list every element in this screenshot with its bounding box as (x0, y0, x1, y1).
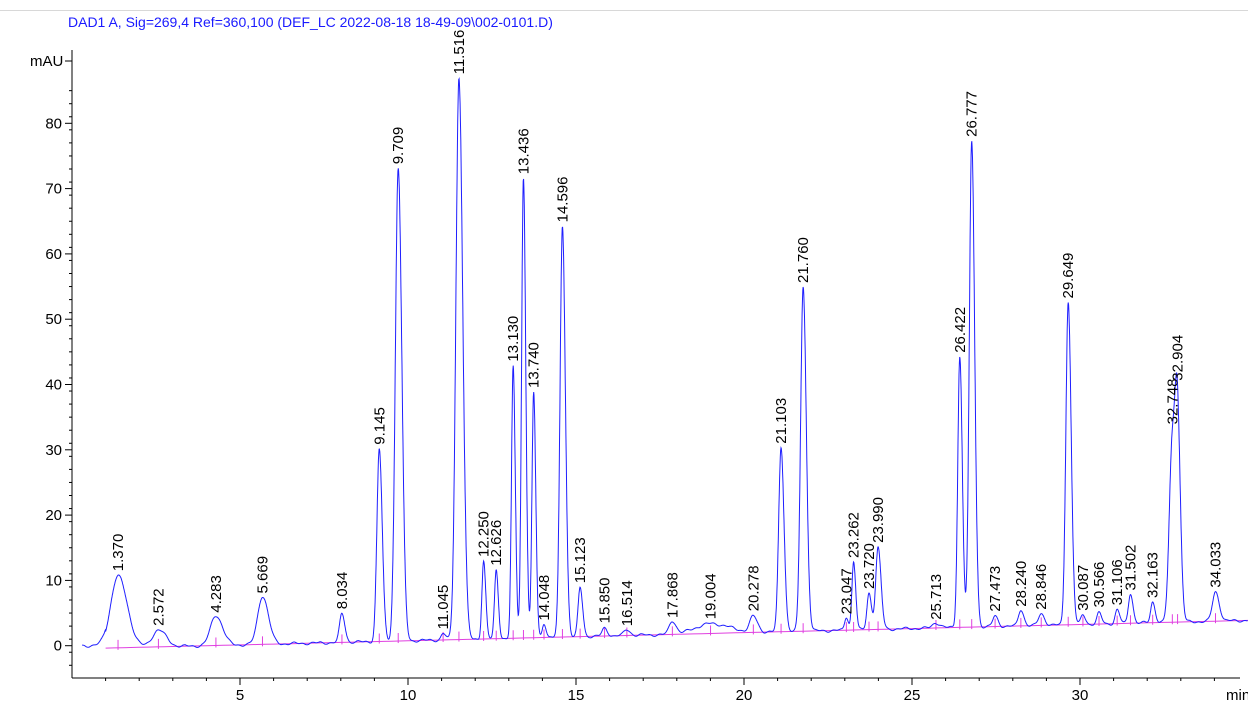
traces-group (82, 76, 1248, 650)
peak-labels-group: 1.370 2.572 4.283 5.669 8.034 9.145 9.709 11.04… (110, 30, 1225, 630)
peak-label: 16.514 (619, 580, 636, 626)
peak-label: 31.106 (1109, 559, 1126, 605)
y-tick-label: 10 (45, 572, 62, 589)
x-tick-label: 5 (236, 687, 244, 704)
peak-label: 15.850 (597, 578, 614, 624)
peak-label: 23.720 (861, 543, 878, 589)
signal-trace (82, 76, 1248, 649)
peak-label: 9.145 (371, 407, 388, 445)
x-axis-label: min (1226, 687, 1248, 704)
peak-label: 23.990 (870, 497, 887, 543)
peak-label: 2.572 (150, 588, 167, 626)
x-tick-label: 25 (904, 687, 921, 704)
peak-label: 23.262 (846, 512, 863, 558)
peak-label: 12.250 (476, 511, 493, 557)
x-tick-label: 10 (400, 687, 417, 704)
y-tick-label: 20 (45, 507, 62, 524)
peak-label: 20.278 (745, 565, 762, 611)
y-tick-label: 60 (45, 246, 62, 263)
peak-label: 9.709 (390, 127, 407, 165)
peak-label: 1.370 (110, 534, 127, 572)
peak-label: 28.240 (1013, 561, 1030, 607)
peak-label: 15.123 (572, 537, 589, 583)
peak-label: 30.087 (1075, 565, 1092, 611)
chart-title: DAD1 A, Sig=269,4 Ref=360,100 (DEF_LC 20… (68, 14, 553, 30)
top-divider (0, 10, 1248, 11)
peak-label: 12.626 (488, 520, 505, 566)
peak-label: 11.045 (435, 585, 452, 630)
peak-label: 14.596 (554, 177, 571, 223)
peak-label: 26.422 (952, 307, 969, 353)
y-axis-label: mAU (30, 53, 63, 70)
peak-label: 21.760 (795, 237, 812, 283)
peak-label: 31.502 (1123, 545, 1140, 591)
peak-label: 34.033 (1208, 542, 1225, 588)
x-tick-label: 15 (568, 687, 585, 704)
peak-label: 14.048 (536, 575, 553, 621)
peak-label: 8.034 (334, 572, 351, 610)
peak-label: 29.649 (1060, 253, 1077, 299)
peak-label: 23.047 (838, 568, 855, 614)
peak-label: 27.473 (987, 566, 1004, 612)
y-tick-label: 50 (45, 311, 62, 328)
integration-baseline (105, 619, 1248, 649)
peak-label: 28.846 (1033, 564, 1050, 610)
peak-label: 4.283 (208, 575, 225, 613)
y-tick-label: 80 (45, 115, 62, 132)
peak-label: 26.777 (964, 91, 981, 137)
y-tick-label: 40 (45, 377, 62, 394)
peak-label: 17.868 (664, 572, 681, 618)
axes-group: 0 10 20 30 40 50 60 70 80 mAU 5 10 15 20 25 30 min (30, 50, 1248, 704)
x-tick-label: 20 (736, 687, 753, 704)
peak-label: 32.748 (1164, 379, 1181, 425)
y-tick-label: 70 (45, 181, 62, 198)
peak-label: 11.516 (451, 30, 468, 75)
peak-label: 32.163 (1145, 552, 1162, 598)
peak-label: 32.904 (1170, 335, 1187, 381)
peak-label: 21.103 (773, 398, 790, 444)
y-tick-label: 0 (54, 638, 62, 655)
peak-label: 19.004 (703, 573, 720, 619)
peak-label: 13.436 (515, 128, 532, 174)
peak-label: 13.740 (526, 342, 543, 388)
peak-label: 13.130 (505, 316, 522, 362)
peak-label: 25.713 (928, 574, 945, 620)
y-tick-label: 30 (45, 442, 62, 459)
peak-label: 5.669 (255, 556, 272, 594)
peak-label: 30.566 (1091, 562, 1108, 608)
x-tick-label: 30 (1072, 687, 1089, 704)
